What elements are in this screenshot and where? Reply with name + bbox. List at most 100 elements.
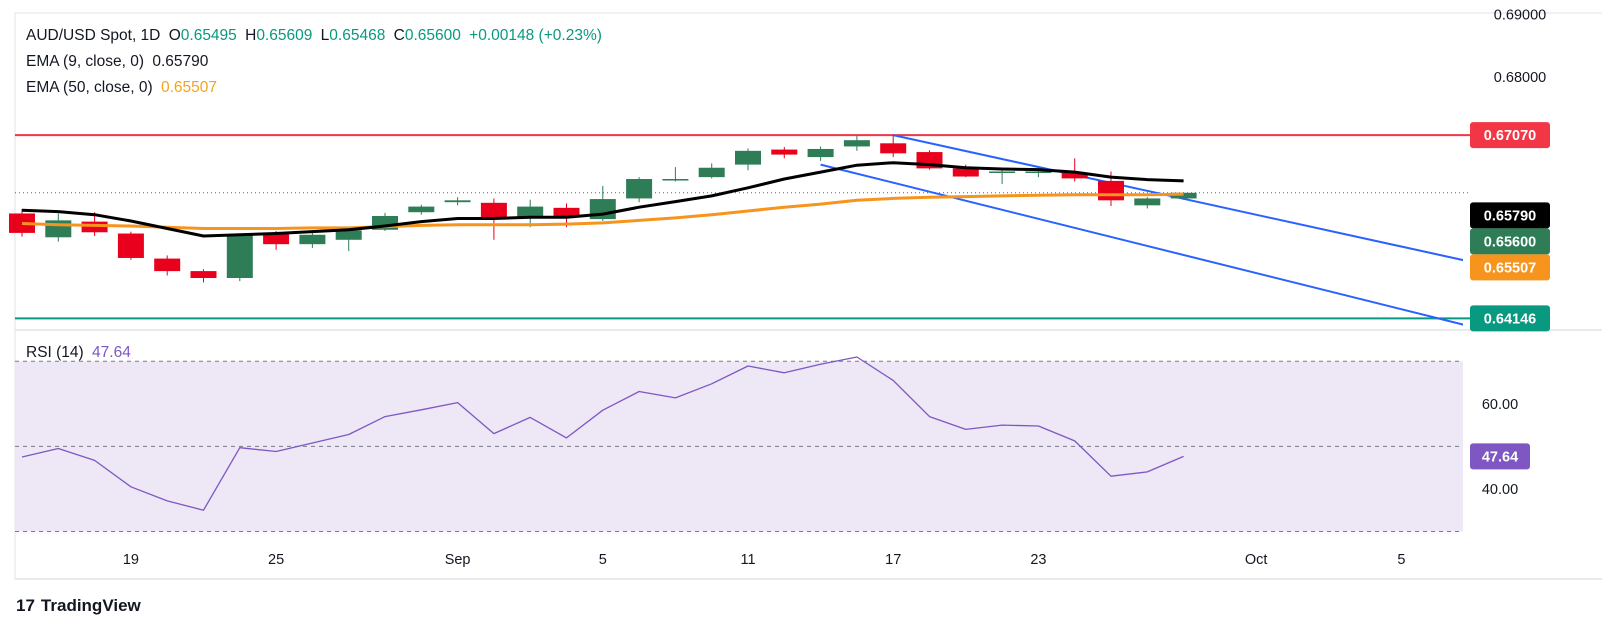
legend-ema50-value: 0.65507 [160, 79, 217, 96]
legend-low-label: L [320, 27, 330, 44]
candle [190, 269, 217, 283]
candle [335, 228, 362, 252]
candle [154, 255, 181, 276]
x-tick-label: 17 [885, 552, 901, 568]
legend-ohlc: AUD/USD Spot, 1D O0.65495 H0.65609 L0.65… [26, 27, 606, 45]
candle [880, 135, 907, 158]
candle-body [1170, 192, 1197, 199]
price-label-text: 0.65600 [1484, 234, 1536, 250]
candle-body [444, 200, 471, 203]
candle-body [843, 140, 870, 147]
candle-body [626, 179, 653, 199]
legend-open: 0.65495 [180, 27, 237, 44]
price-label-box [1470, 228, 1550, 255]
candle-body [952, 168, 979, 177]
tradingview-logo-icon: 17 [16, 596, 35, 615]
legend-close-label: C [393, 27, 405, 44]
legend-ema50: EMA (50, close, 0) 0.65507 [26, 79, 221, 97]
legend-open-label: O [168, 27, 181, 44]
candle-body [553, 207, 580, 217]
candle [843, 135, 870, 151]
x-tick-label: Sep [445, 552, 471, 568]
ema9-line [21, 161, 1184, 238]
candle-body [81, 221, 108, 233]
x-tick-label: Oct [1245, 552, 1268, 568]
rsi-y-tick-label: 40.00 [1482, 482, 1518, 498]
legend-rsi-value: 47.64 [92, 344, 131, 361]
price-label-text: 0.65790 [1484, 208, 1536, 224]
candle [1134, 197, 1161, 209]
legend-ema9-label: EMA (9, close, 0) [26, 53, 145, 70]
legend-ema9-value: 0.65790 [152, 53, 209, 70]
candle-body [226, 235, 253, 279]
candle-body [807, 148, 834, 158]
candle-body [1134, 198, 1161, 206]
candle-body [299, 234, 326, 245]
x-tick-label: 23 [1030, 552, 1046, 568]
legend-close: 0.65600 [404, 27, 461, 44]
candle [662, 167, 689, 182]
legend-high-label: H [245, 27, 257, 44]
candle [45, 213, 72, 242]
legend-rsi: RSI (14) 47.64 [26, 344, 135, 362]
candle [226, 233, 253, 282]
candle-body [45, 220, 72, 238]
candle-body [517, 206, 544, 218]
brand-name: TradingView [40, 596, 141, 615]
candle [444, 197, 471, 206]
candle-body [735, 150, 761, 165]
candle [735, 148, 761, 171]
candle-body [154, 258, 181, 272]
candle [771, 147, 798, 159]
candle [408, 204, 435, 215]
rsi-y-tick-label: 60.00 [1482, 397, 1518, 413]
price-label-box [1470, 254, 1550, 281]
price-label-box [1470, 202, 1550, 229]
candle-body [1025, 171, 1052, 173]
candle [989, 169, 1016, 185]
candle [1170, 192, 1197, 200]
legend-ema50-label: EMA (50, close, 0) [26, 79, 153, 96]
candle-body [989, 171, 1016, 173]
candle [626, 177, 653, 203]
ema50-line [21, 192, 1184, 230]
candle-body [1061, 172, 1088, 179]
x-tick-label: 11 [740, 552, 755, 568]
price-label-text: 0.65507 [1484, 260, 1536, 276]
candle-body [335, 230, 362, 240]
legend-ema9: EMA (9, close, 0) 0.65790 [26, 53, 212, 71]
x-tick-label: 5 [599, 552, 607, 568]
candle [698, 163, 725, 179]
candle [1061, 158, 1088, 182]
legend-symbol: AUD/USD Spot, 1D [26, 27, 161, 44]
price-label: 0.64146 [1470, 305, 1550, 332]
price-label-text: 0.67070 [1484, 128, 1536, 144]
x-tick-label: 5 [1397, 552, 1405, 568]
y-tick-label: 0.69000 [1494, 7, 1546, 23]
candle-body [771, 149, 798, 155]
price-label: 0.67070 [1470, 122, 1550, 149]
price-label-text: 0.64146 [1484, 311, 1536, 327]
candle-body [1098, 180, 1124, 201]
channel-lower-line [820, 163, 1463, 326]
x-tick-label: 25 [268, 552, 284, 568]
candle-body [698, 167, 725, 178]
candle [117, 231, 144, 260]
candle-body [117, 233, 144, 258]
price-label-box [1470, 305, 1550, 332]
candle-body [263, 234, 290, 245]
price-label: 0.65790 [1470, 202, 1550, 229]
rsi-price-label: 47.64 [1470, 443, 1530, 470]
price-label: 0.65600 [1470, 228, 1550, 255]
tradingview-logo[interactable]: 17 TradingView [16, 596, 141, 616]
candle-body [9, 213, 35, 233]
legend-high: 0.65609 [256, 27, 313, 44]
rsi-price-label-box [1470, 443, 1530, 470]
candle-body [662, 179, 689, 181]
legend-rsi-label: RSI (14) [26, 344, 84, 361]
candle-body [880, 143, 907, 154]
candle-body [408, 206, 435, 213]
price-label: 0.65507 [1470, 254, 1550, 281]
legend-low: 0.65468 [329, 27, 386, 44]
